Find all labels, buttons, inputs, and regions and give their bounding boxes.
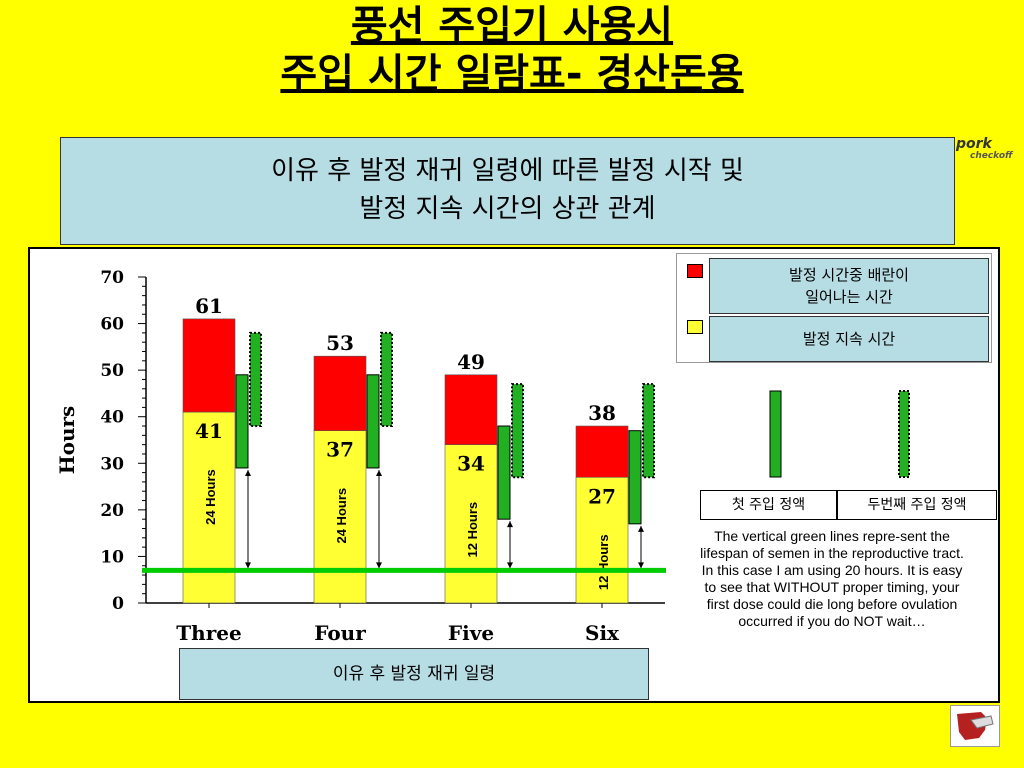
wait-arrow-head-top [376, 469, 382, 476]
first-dose-bar [235, 374, 249, 469]
y-tick-label: 20 [100, 501, 124, 521]
total-value-label: 38 [588, 401, 616, 425]
total-value-label: 49 [457, 350, 485, 374]
y-tick-label: 70 [100, 268, 124, 288]
bar-estrus-six [575, 476, 629, 604]
bar-ovulation-six [575, 425, 629, 478]
second-dose-bar [249, 331, 262, 428]
wait-arrow-head-top [507, 521, 513, 528]
explanation-note: The vertical green lines repre-sent the … [700, 528, 964, 629]
first-dose-label: 첫 주입 정액 [700, 490, 837, 520]
legend-swatch-yellow [687, 320, 703, 334]
first-dose-example-bar [769, 390, 782, 478]
subtitle-box: 이유 후 발정 재귀 일령에 따른 발정 시작 및 발정 지속 시간의 상관 관… [60, 137, 955, 245]
bar-ovulation-four [313, 355, 367, 431]
second-dose-bar [511, 383, 524, 479]
second-dose-example-bar [898, 390, 910, 478]
logo-main-text: pork [956, 136, 992, 152]
first-dose-bar [497, 425, 511, 520]
legend-label-ovulation: 발정 시간중 배란이 일어나는 시간 [709, 258, 989, 314]
first-dose-bar [366, 374, 380, 469]
title-line-2: 주입 시간 일람표- 경산돈용 [280, 51, 744, 97]
y-tick-label: 40 [100, 408, 124, 428]
wait-arrow-head-bottom [245, 562, 251, 569]
x-tick-label: Six [585, 621, 620, 645]
bar-estrus-four [313, 430, 367, 604]
ovulation-start-label: 41 [195, 419, 223, 443]
wait-hours-label: 12 Hours [596, 534, 611, 590]
x-tick-label: Five [448, 621, 494, 645]
x-tick-label: Three [176, 621, 241, 645]
y-tick-label: 50 [100, 361, 124, 381]
logo-sub-text: checkoff [970, 151, 1013, 161]
legend-label-estrus: 발정 지속 시간 [709, 316, 989, 362]
slide-title: 풍선 주입기 사용시 주입 시간 일람표- 경산돈용 [0, 2, 1024, 98]
wait-arrow-head-bottom [376, 562, 382, 569]
legend-swatch-red [687, 264, 703, 278]
pork-checkoff-logo: pork checkoff [956, 136, 1020, 166]
wait-hours-label: 24 Hours [203, 469, 218, 525]
ovulation-start-label: 27 [588, 484, 616, 508]
y-tick-label: 60 [100, 315, 124, 335]
total-value-label: 53 [326, 331, 354, 355]
wait-arrow-head-bottom [507, 562, 513, 569]
wait-arrow-head-top [245, 469, 251, 476]
second-dose-bar [642, 383, 655, 479]
title-line-1: 풍선 주입기 사용시 [350, 3, 674, 49]
bar-ovulation-five [444, 374, 498, 445]
first-dose-bar [628, 430, 642, 525]
second-dose-label: 두번째 주입 정액 [837, 490, 997, 520]
second-dose-bar [380, 331, 393, 428]
ovulation-start-label: 37 [326, 438, 354, 462]
y-axis-label: Hours [55, 406, 79, 475]
subtitle-line-1: 이유 후 발정 재귀 일령에 따른 발정 시작 및 [271, 156, 744, 186]
y-tick-label: 0 [112, 594, 124, 614]
wait-arrow-head-bottom [638, 562, 644, 569]
total-value-label: 61 [195, 294, 223, 318]
y-tick-label: 30 [100, 454, 124, 474]
wait-arrow-head-top [638, 525, 644, 532]
wait-hours-label: 24 Hours [334, 488, 349, 544]
subtitle-line-2: 발정 지속 시간의 상관 관계 [359, 194, 656, 224]
x-axis-title-box: 이유 후 발정 재귀 일령 [179, 648, 649, 700]
wait-hours-label: 12 Hours [465, 502, 480, 558]
y-tick-label: 10 [100, 547, 124, 567]
ohio-logo [950, 705, 1000, 747]
legend: 발정 시간중 배란이 일어나는 시간 발정 지속 시간 [676, 253, 992, 363]
ovulation-start-label: 34 [457, 452, 485, 476]
bar-ovulation-three [182, 318, 236, 413]
x-tick-label: Four [314, 621, 366, 645]
